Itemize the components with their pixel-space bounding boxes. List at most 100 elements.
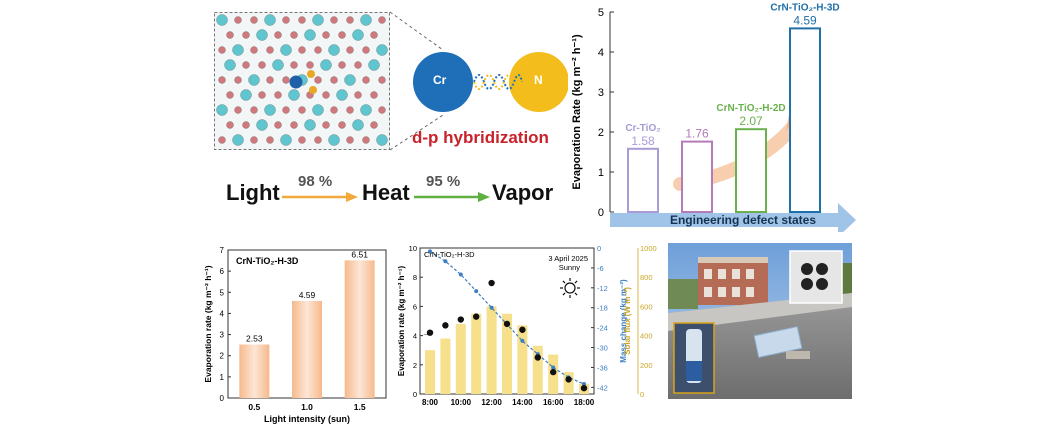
o-atom bbox=[274, 121, 282, 129]
bar bbox=[735, 128, 767, 213]
y-axis-label-mass: Mass change (kg m⁻²) bbox=[619, 279, 628, 363]
o-atom bbox=[282, 16, 290, 24]
o-atom bbox=[298, 16, 306, 24]
o-atom bbox=[218, 46, 226, 54]
bar bbox=[681, 140, 713, 214]
y-tick-label: 5 bbox=[598, 7, 604, 19]
cr-atom bbox=[413, 52, 473, 112]
o-atom bbox=[370, 91, 378, 99]
mass-tick-label: -18 bbox=[597, 304, 608, 313]
o-atom bbox=[250, 46, 258, 54]
o-atom bbox=[242, 121, 250, 129]
ti-atom bbox=[368, 59, 380, 71]
ti-atom bbox=[304, 29, 316, 41]
y-axis-label: Evaporation Rate (kg m⁻² h⁻¹) bbox=[571, 34, 583, 190]
mass-change-point bbox=[428, 249, 432, 254]
y-tick-label: 7 bbox=[220, 246, 225, 255]
flux-tick-label: 1000 bbox=[640, 244, 657, 253]
evaporation-point bbox=[426, 329, 434, 336]
cr-label: Cr bbox=[433, 73, 447, 87]
mass-tick-label: -36 bbox=[597, 363, 608, 372]
ti-atom bbox=[248, 74, 260, 86]
evaporation-point bbox=[580, 384, 588, 392]
mass-change-point bbox=[458, 272, 463, 277]
x-tick-label: 16:00 bbox=[543, 398, 564, 407]
ti-atom bbox=[216, 14, 228, 26]
y-tick-label: 0 bbox=[220, 394, 225, 403]
bar-label: Cr-TiO₂ bbox=[625, 123, 660, 134]
y-axis-label: Evaporation rate (kg m⁻² h⁻¹) bbox=[204, 265, 213, 382]
o-atom bbox=[370, 121, 378, 129]
o-atom bbox=[226, 31, 234, 39]
y-tick-label: 6 bbox=[413, 302, 417, 311]
outdoor-test-chart: 0 2 4 6 8 10 Evaporation rate (kg m⁻² h⁻¹) 0 -6 -… bbox=[398, 244, 657, 407]
evaporation-point bbox=[457, 316, 464, 323]
o-atom bbox=[330, 76, 338, 84]
rooftop-photo bbox=[668, 243, 852, 399]
o-atom bbox=[218, 136, 226, 144]
o-atom bbox=[362, 46, 370, 54]
o-atom bbox=[378, 76, 386, 84]
o-atom bbox=[290, 61, 298, 69]
o-atom bbox=[338, 31, 346, 39]
mass-change-point bbox=[489, 305, 494, 310]
o-atom bbox=[370, 31, 378, 39]
ti-atom bbox=[320, 59, 332, 71]
y-tick-label: 5 bbox=[220, 288, 225, 297]
ti-atom bbox=[232, 134, 244, 146]
atomic-structure-panel bbox=[214, 12, 390, 150]
y-axis-label-flux: Solar flux (W m⁻²) bbox=[623, 287, 632, 355]
ti-atom bbox=[336, 89, 348, 101]
date-annotation: 3 April 2025 bbox=[548, 254, 588, 263]
o-atom bbox=[290, 31, 298, 39]
o-atom bbox=[298, 106, 306, 114]
n-atom-marker bbox=[307, 70, 315, 78]
mass-tick-label: -30 bbox=[597, 344, 608, 353]
solar-flux-bar bbox=[517, 325, 528, 394]
y-tick-label: 2 bbox=[598, 127, 604, 139]
solar-flux-bar bbox=[502, 313, 512, 394]
ti-atom bbox=[224, 59, 236, 71]
y-tick-label: 4 bbox=[598, 47, 604, 59]
n-atom bbox=[509, 52, 568, 112]
y-tick-label: 0 bbox=[413, 390, 417, 399]
solar-flux-bar bbox=[440, 338, 451, 394]
ti-atom bbox=[216, 104, 228, 116]
y-tick-label: 1 bbox=[598, 167, 604, 179]
bar bbox=[344, 260, 375, 398]
evaporation-point bbox=[550, 368, 557, 376]
o-atom bbox=[258, 61, 266, 69]
value-label: 1.76 bbox=[685, 127, 709, 141]
value-label: 2.53 bbox=[246, 334, 263, 344]
evaporation-point bbox=[565, 376, 572, 383]
ti-atom bbox=[264, 104, 276, 116]
arrow-heat-vapor bbox=[414, 192, 490, 202]
evaporation-point bbox=[519, 326, 526, 333]
hybrid-wave-blue bbox=[473, 74, 523, 90]
n-label: N bbox=[534, 73, 543, 87]
mass-change-point bbox=[520, 338, 525, 343]
solar-flux-bar bbox=[425, 350, 435, 394]
flux-tick-label: 600 bbox=[640, 302, 653, 311]
evaporator-box bbox=[753, 326, 803, 358]
evaporation-point bbox=[534, 354, 541, 361]
flow-vapor: Vapor bbox=[492, 180, 554, 205]
ti-atom bbox=[360, 104, 372, 116]
o-atom bbox=[378, 106, 386, 114]
ti-atom bbox=[344, 74, 356, 86]
bar-label: CrN-TiO₂-H-2D bbox=[716, 103, 785, 114]
o-atom bbox=[242, 31, 250, 39]
zoom-lines bbox=[389, 11, 444, 151]
o-atom bbox=[346, 16, 354, 24]
o-atom bbox=[274, 91, 282, 99]
y-tick-label: 0 bbox=[598, 207, 604, 219]
o-atom bbox=[258, 91, 266, 99]
bar bbox=[627, 147, 659, 214]
o-atom bbox=[218, 76, 226, 84]
o-atom bbox=[226, 91, 234, 99]
sample-inset bbox=[789, 250, 843, 304]
chart-title: CrN-TiO₂-H-3D bbox=[424, 250, 475, 259]
ti-atom bbox=[312, 104, 324, 116]
x-axis-label: Engineering defect states bbox=[670, 213, 816, 227]
o-atom bbox=[330, 16, 338, 24]
